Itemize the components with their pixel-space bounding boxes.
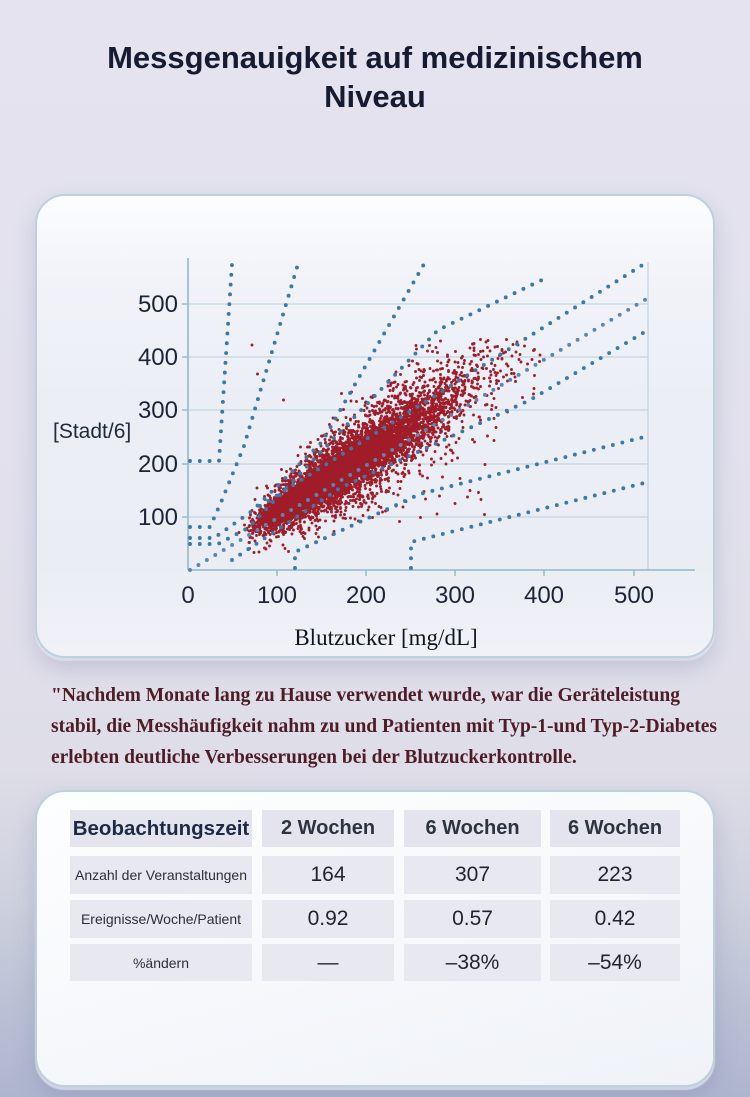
svg-text:100: 100 xyxy=(257,582,297,609)
svg-text:100: 100 xyxy=(138,504,178,531)
svg-text:400: 400 xyxy=(524,582,564,609)
svg-text:300: 300 xyxy=(435,582,475,609)
svg-text:500: 500 xyxy=(614,582,654,609)
svg-text:200: 200 xyxy=(346,582,386,609)
svg-text:Blutzucker [mg/dL]: Blutzucker [mg/dL] xyxy=(294,625,477,650)
svg-text:500: 500 xyxy=(138,291,178,318)
svg-text:300: 300 xyxy=(138,397,178,424)
svg-text:400: 400 xyxy=(138,344,178,371)
svg-text:0: 0 xyxy=(181,582,194,609)
svg-text:200: 200 xyxy=(138,451,178,478)
svg-text:[Stadt/6]: [Stadt/6] xyxy=(53,420,131,443)
